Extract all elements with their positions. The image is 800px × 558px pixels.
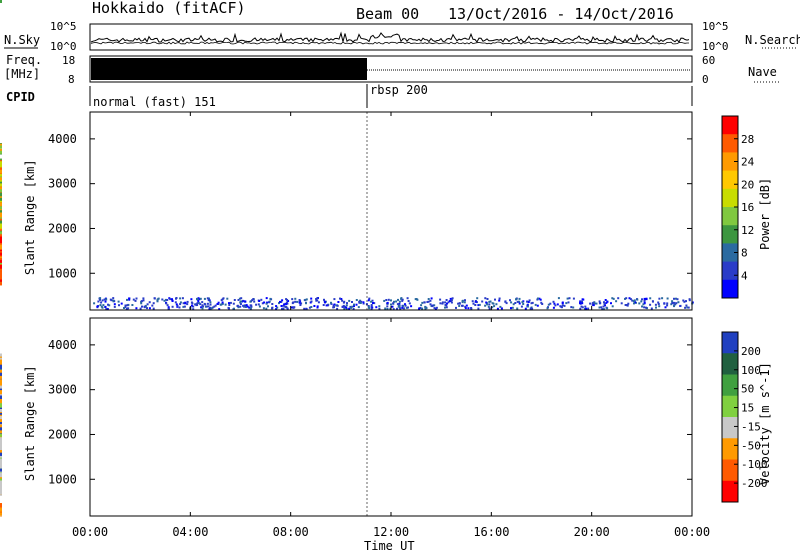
noise-search-line: [91, 42, 689, 44]
data-cell: [0, 198, 2, 201]
freq-label-2: [MHz]: [4, 67, 40, 81]
data-cell: [0, 189, 2, 192]
data-cell: [0, 221, 2, 224]
data-cell: [0, 253, 2, 256]
noise-right-tick-bottom: 10^0: [702, 40, 729, 53]
data-cell: [0, 277, 2, 280]
data-cell: [0, 282, 2, 285]
nave-tick-top: 60: [702, 54, 715, 67]
noise-panel: N.Sky 10^5 10^0 10^5 10^0 N.Search: [4, 20, 800, 53]
data-cell: [0, 226, 2, 229]
data-cell: [0, 170, 2, 173]
radar-title: Hokkaido (fitACF): [92, 0, 246, 17]
data-cell: [0, 164, 2, 167]
data-cell: [0, 184, 2, 187]
data-cell: [0, 213, 2, 216]
noise-right-tick-top: 10^5: [702, 20, 729, 33]
data-cell: [0, 240, 2, 243]
data-cell: [0, 203, 2, 206]
data-cell: [0, 269, 2, 272]
data-cell: [0, 193, 2, 196]
data-cell: [0, 151, 2, 154]
data-cell: [0, 266, 2, 269]
data-cell: [0, 146, 2, 149]
freq-label-1: Freq.: [6, 53, 42, 67]
noise-left-tick-bottom: 10^0: [50, 40, 77, 53]
data-cell: [0, 237, 2, 240]
cpid-mode-1: normal (fast) 151: [93, 95, 216, 109]
nave-label: Nave: [748, 65, 777, 79]
noise-sky-line: [91, 33, 689, 42]
data-cell: [0, 206, 2, 209]
date-range: 13/Oct/2016 - 14/Oct/2016: [448, 5, 674, 23]
freq-block-mode-1: [91, 58, 367, 80]
data-cell: [0, 177, 2, 180]
cpid-mode-2: rbsp 200: [370, 83, 428, 97]
cpid-panel: CPID normal (fast) 151 rbsp 200: [6, 83, 692, 109]
noise-right-label: N.Search: [745, 33, 800, 47]
cpid-label: CPID: [6, 90, 35, 104]
noise-left-tick-top: 10^5: [50, 20, 77, 33]
freq-tick-bottom: 8: [68, 73, 75, 86]
data-cell: [0, 245, 2, 248]
freq-tick-top: 18: [62, 54, 75, 67]
data-cell: [0, 274, 2, 277]
nave-tick-bottom: 0: [702, 73, 709, 86]
data-cell: [0, 231, 2, 234]
power-data-cells: [0, 0, 694, 310]
freq-panel: Freq. [MHz] 18 8 60 0 Nave: [4, 53, 780, 86]
beam-label: Beam 00: [356, 5, 419, 23]
data-cell: [0, 260, 2, 263]
noise-left-label: N.Sky: [4, 33, 40, 47]
